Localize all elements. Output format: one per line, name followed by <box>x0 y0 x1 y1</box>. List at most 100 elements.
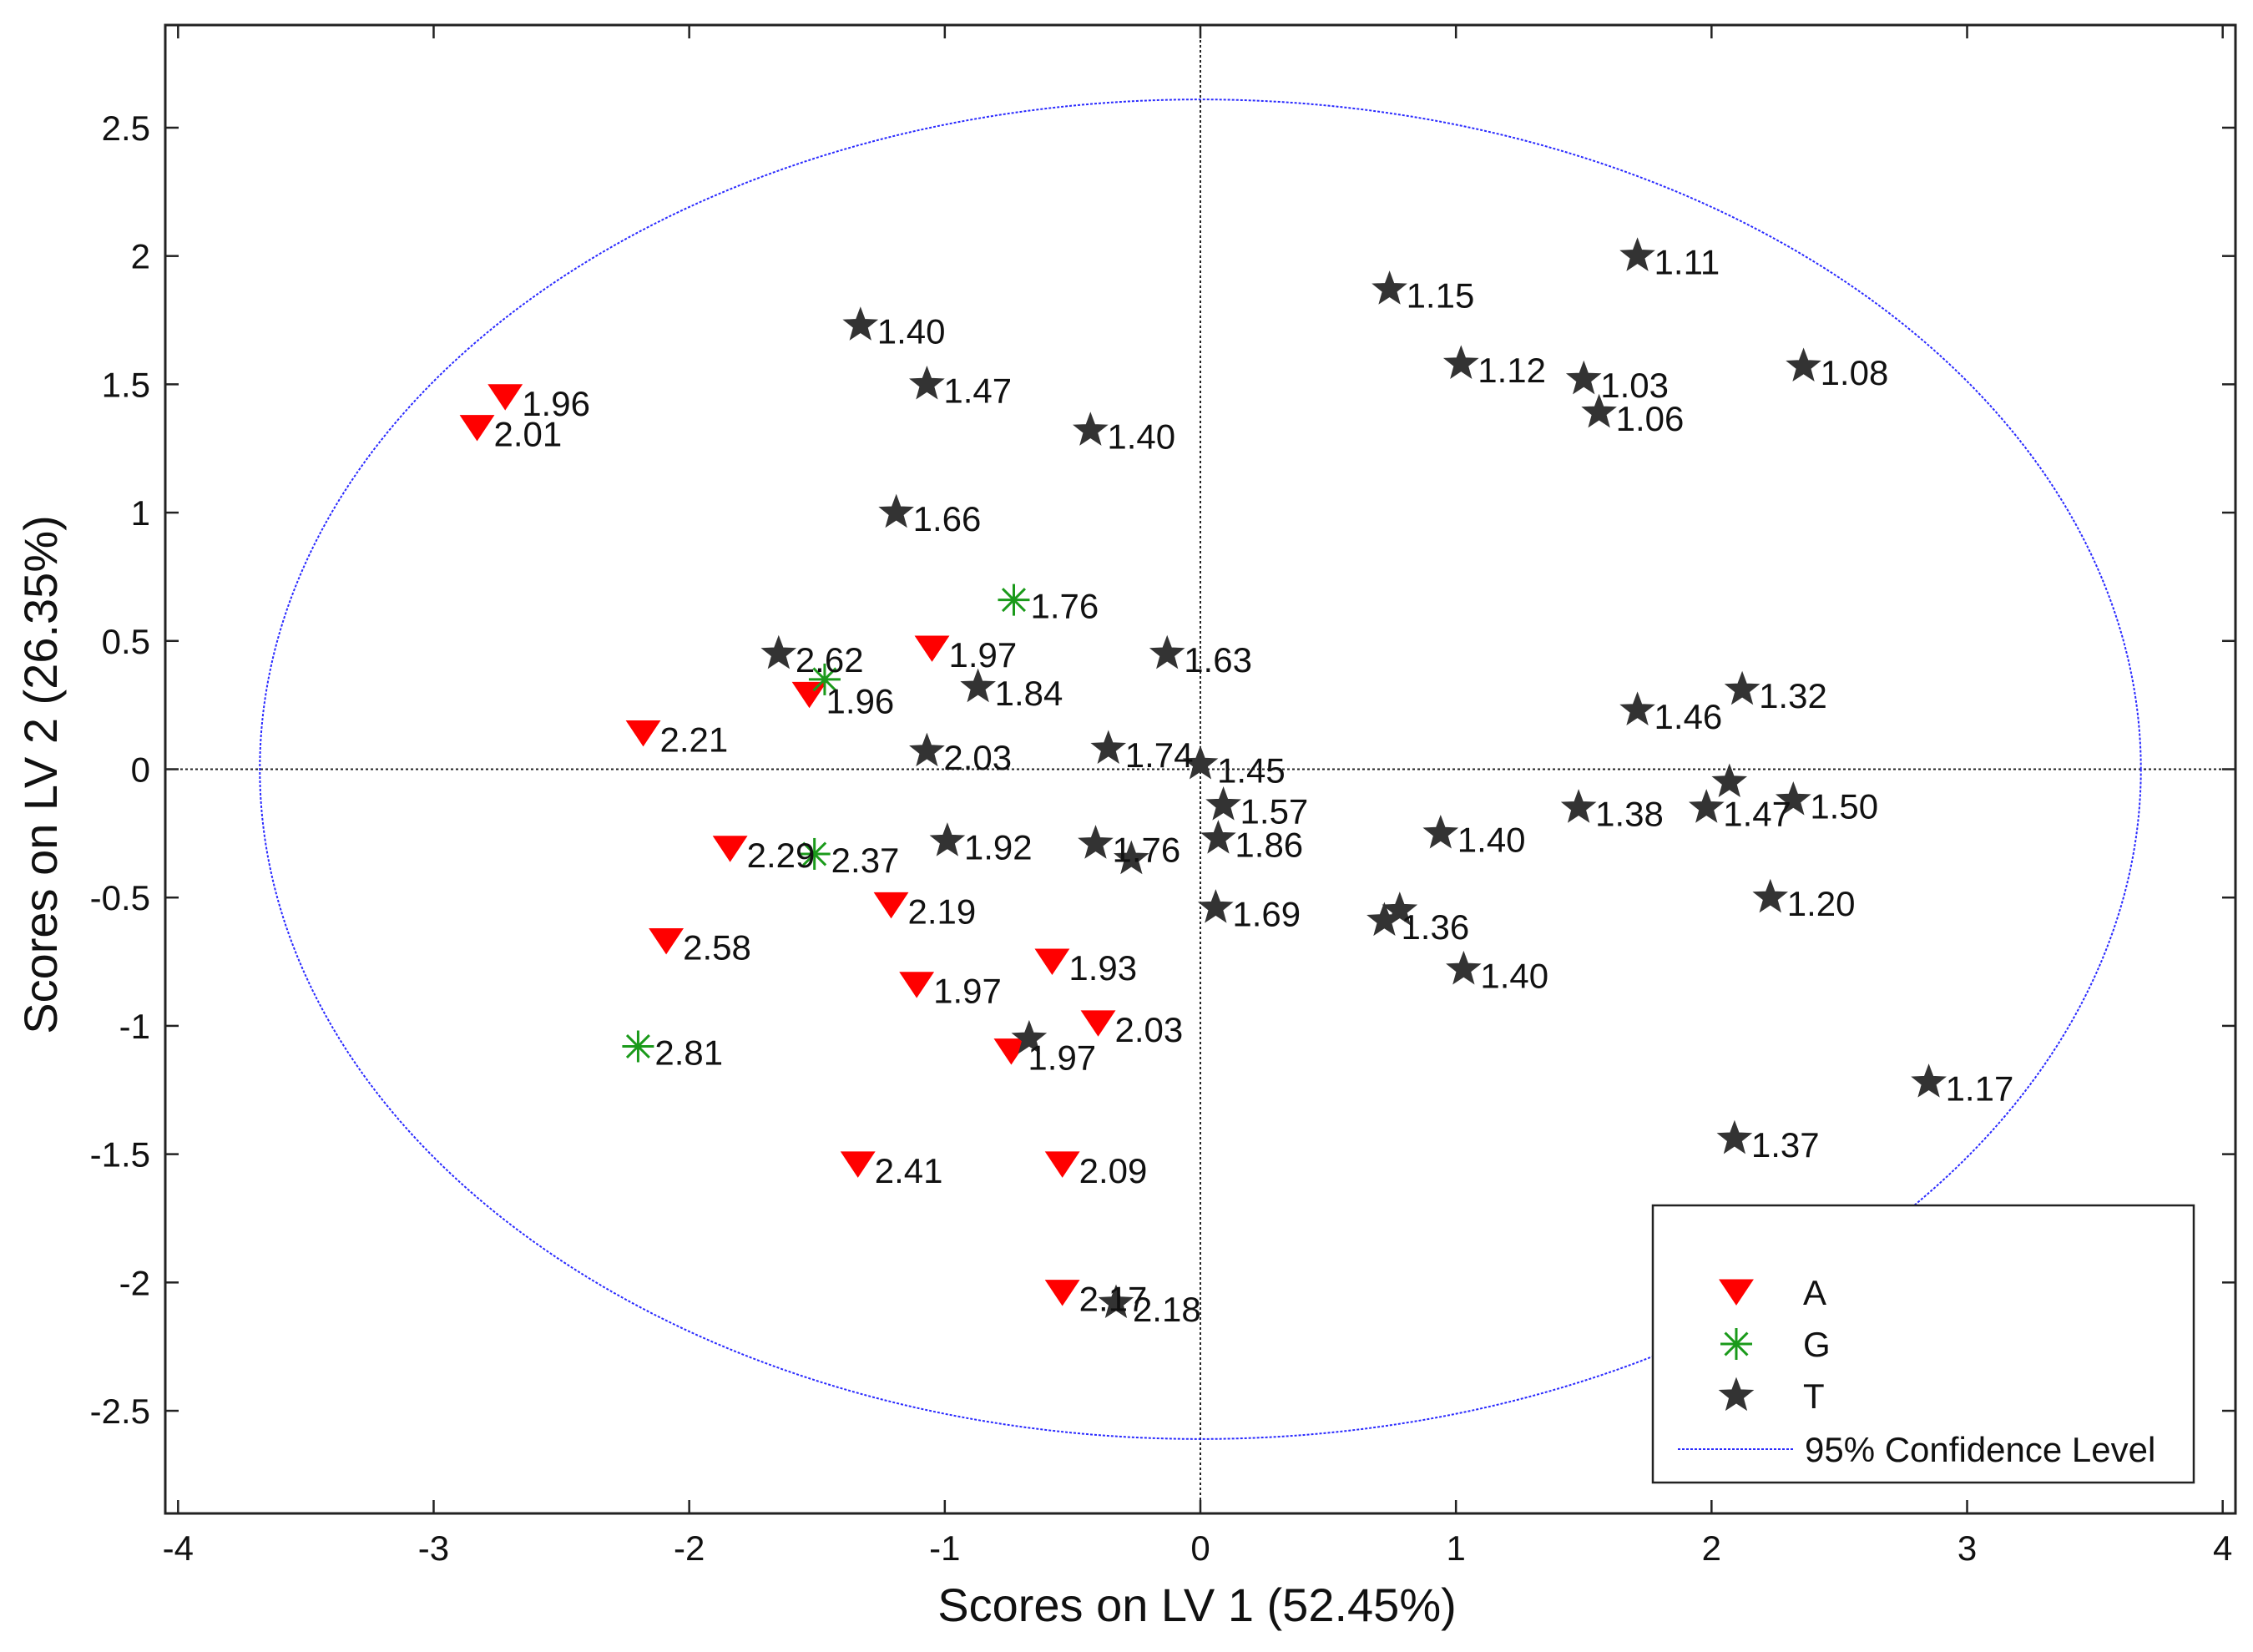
point-T <box>909 732 945 767</box>
point-label: 1.92 <box>964 828 1033 867</box>
point-label: 1.97 <box>1028 1038 1096 1078</box>
point-label: 2.21 <box>660 720 729 759</box>
point-A <box>914 635 950 662</box>
point-label: 1.86 <box>1235 826 1303 865</box>
point-label: 1.96 <box>826 681 895 720</box>
point-label: 1.15 <box>1407 276 1475 316</box>
point-T <box>1382 892 1418 926</box>
point-label: 1.93 <box>1068 948 1137 988</box>
data-points <box>459 237 1947 1319</box>
legend-marker-G <box>1720 1328 1752 1360</box>
y-tick-label: 1 <box>131 493 150 533</box>
y-axis-label: Scores on LV 2 (26.35%) <box>14 515 67 1034</box>
point-T <box>1446 950 1482 985</box>
point-label: 1.40 <box>1480 956 1548 995</box>
point-T <box>1078 825 1114 859</box>
point-T <box>1716 1119 1753 1154</box>
point-label: 1.37 <box>1751 1125 1820 1164</box>
y-tick-label: 2 <box>131 237 150 276</box>
axis-tick-labels: -4 -3 -2 -1 0 1 2 3 4 -2.5 -2 -1.5 -1 -0.5 0 0.5 1 1.5 2 2.… <box>90 109 2233 1568</box>
point-label: 1.11 <box>1654 243 1720 282</box>
point-G <box>998 584 1030 616</box>
x-tick-label: -4 <box>163 1528 194 1568</box>
point-A <box>625 720 661 747</box>
point-A <box>459 415 495 442</box>
legend-label: G <box>1803 1325 1831 1364</box>
point-T <box>760 634 797 669</box>
point-label: 1.63 <box>1184 640 1252 679</box>
point-label: 2.37 <box>831 841 900 880</box>
point-label: 2.03 <box>943 738 1012 777</box>
point-label: 1.57 <box>1240 792 1309 831</box>
legend-label: 95% Confidence Level <box>1805 1430 2155 1469</box>
point-label: 1.32 <box>1759 676 1827 715</box>
point-T <box>1619 691 1655 725</box>
point-label: 2.62 <box>796 640 864 679</box>
point-T <box>1581 393 1617 428</box>
x-tick-label: -2 <box>674 1528 705 1568</box>
point-T <box>1114 840 1149 875</box>
point-G <box>798 837 831 870</box>
point-label: 1.36 <box>1401 907 1469 947</box>
point-label: 1.40 <box>877 312 946 351</box>
point-label: 1.97 <box>949 635 1018 674</box>
point-label: 1.69 <box>1232 895 1301 934</box>
point-T <box>1073 412 1109 446</box>
point-label: 2.01 <box>494 415 563 454</box>
y-tick-label: 0 <box>131 750 150 790</box>
point-label: 1.38 <box>1595 795 1664 834</box>
point-label: 2.18 <box>1133 1290 1201 1329</box>
point-label: 1.40 <box>1107 417 1175 457</box>
x-axis-label: Scores on LV 1 (52.45%) <box>937 1579 1457 1631</box>
y-tick-label: -1.5 <box>90 1135 150 1175</box>
point-label: 1.08 <box>1821 353 1889 392</box>
point-A <box>649 927 684 955</box>
point-A <box>712 836 748 862</box>
point-label: 1.66 <box>913 499 982 538</box>
point-T <box>1565 360 1602 395</box>
point-A <box>1044 1280 1080 1306</box>
x-tick-label: 2 <box>1702 1528 1721 1568</box>
data-point-labels: 1.962.011.971.962.212.292.192.581.931.97… <box>494 243 2014 1329</box>
point-T <box>1182 745 1219 780</box>
point-T <box>1090 730 1127 765</box>
point-label: 1.17 <box>1946 1069 2014 1109</box>
point-A <box>791 681 827 709</box>
point-A <box>487 384 523 411</box>
y-tick-label: 2.5 <box>102 109 150 148</box>
legend-marker-A <box>1719 1279 1754 1306</box>
y-tick-label: 1.5 <box>102 365 150 404</box>
point-T <box>929 822 966 856</box>
x-tick-label: 4 <box>2213 1528 2232 1568</box>
x-tick-label: 1 <box>1446 1528 1465 1568</box>
point-label: 2.81 <box>654 1033 723 1073</box>
point-A <box>899 972 935 998</box>
point-label: 1.03 <box>1600 366 1669 405</box>
y-tick-label: -2 <box>119 1263 150 1302</box>
point-label: 1.50 <box>1810 786 1878 826</box>
point-T <box>1619 237 1655 271</box>
point-label: 1.40 <box>1457 820 1526 859</box>
legend-label: A <box>1803 1273 1826 1312</box>
point-T <box>909 365 945 400</box>
point-T <box>1752 878 1789 913</box>
point-label: 1.84 <box>995 674 1063 713</box>
point-T <box>1366 902 1402 937</box>
x-tick-label: -3 <box>418 1528 449 1568</box>
point-A <box>1044 1151 1080 1178</box>
point-T <box>1372 270 1407 305</box>
point-A <box>873 892 909 919</box>
point-T <box>878 493 914 528</box>
point-T <box>1786 347 1821 381</box>
point-label: 1.46 <box>1654 697 1723 736</box>
point-label: 2.29 <box>747 836 816 875</box>
x-tick-label: 0 <box>1190 1528 1210 1568</box>
point-A <box>1034 948 1070 975</box>
point-T <box>1198 889 1234 923</box>
point-G <box>622 1030 654 1063</box>
point-T <box>1422 814 1459 849</box>
point-label: 1.20 <box>1787 884 1856 923</box>
point-label: 2.03 <box>1115 1010 1184 1049</box>
zero-reference-lines <box>165 25 2235 1513</box>
confidence-ellipse <box>259 99 2142 1440</box>
